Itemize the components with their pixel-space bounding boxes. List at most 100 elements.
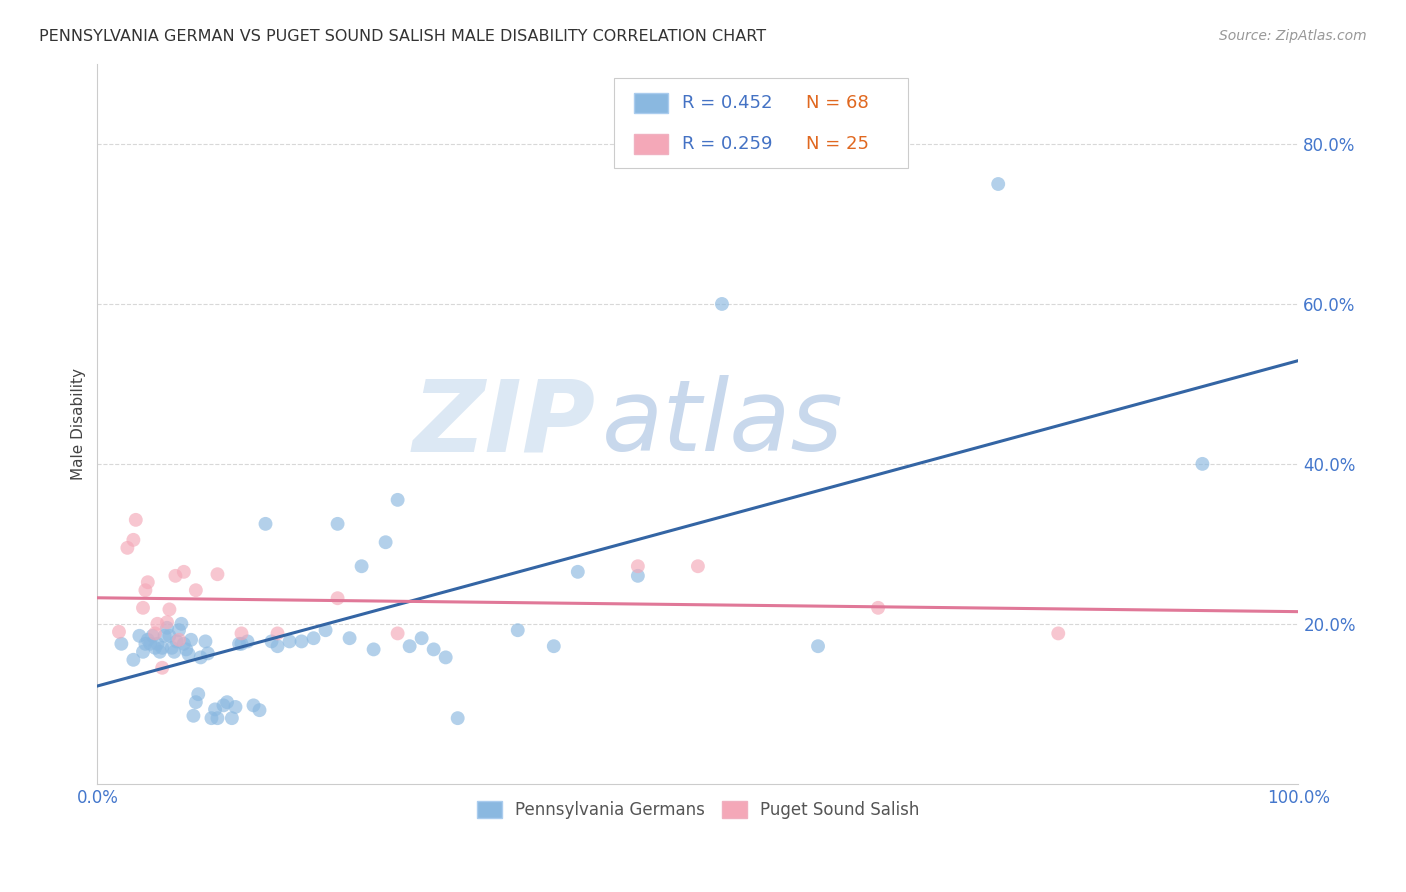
Point (143, 640, 166, 655)
Point (1191, 457, 1213, 471)
Point (174, 642, 197, 657)
Point (134, 637, 156, 651)
Point (157, 602, 180, 616)
Point (627, 569, 650, 583)
Point (315, 624, 337, 638)
Point (149, 645, 172, 659)
Point (167, 624, 190, 638)
Point (543, 639, 565, 653)
Point (143, 626, 166, 640)
Point (254, 516, 277, 531)
Point (868, 600, 890, 615)
Text: atlas: atlas (602, 376, 844, 473)
Point (363, 642, 385, 657)
Point (150, 661, 173, 675)
Point (807, 639, 830, 653)
Y-axis label: Male Disability: Male Disability (72, 368, 86, 480)
Point (290, 634, 312, 648)
Point (260, 634, 283, 648)
Text: R = 0.259: R = 0.259 (682, 135, 773, 153)
Point (157, 629, 180, 643)
Point (117, 541, 139, 555)
Point (387, 492, 409, 507)
Point (207, 711, 229, 725)
Point (122, 653, 145, 667)
Point (136, 632, 159, 647)
Bar (634, 93, 668, 112)
Point (339, 631, 361, 645)
Point (350, 559, 373, 574)
Bar (634, 134, 668, 154)
Point (236, 634, 259, 648)
Text: ZIP: ZIP (413, 376, 596, 473)
Point (434, 650, 457, 665)
Point (398, 639, 420, 653)
Point (249, 703, 271, 717)
Point (200, 711, 222, 725)
Point (411, 631, 433, 645)
Point (177, 647, 200, 661)
Point (134, 583, 156, 598)
Point (110, 637, 132, 651)
Point (156, 621, 179, 635)
Point (146, 616, 169, 631)
Point (136, 575, 159, 590)
Point (627, 559, 650, 574)
Point (139, 637, 162, 651)
Point (242, 698, 264, 713)
Point (166, 634, 188, 648)
Point (422, 642, 444, 657)
Point (187, 687, 209, 701)
Point (108, 624, 131, 639)
Point (204, 702, 226, 716)
Point (128, 629, 150, 643)
Point (125, 513, 148, 527)
Point (710, 297, 733, 311)
Point (170, 616, 193, 631)
Point (207, 567, 229, 582)
Point (167, 632, 190, 647)
Point (302, 631, 325, 645)
Point (278, 634, 301, 648)
Point (326, 591, 349, 606)
Point (506, 624, 529, 638)
Point (180, 632, 202, 647)
Point (266, 626, 288, 640)
Point (132, 645, 155, 659)
Point (194, 634, 217, 648)
Point (183, 708, 205, 723)
Point (122, 533, 145, 547)
Text: R = 0.452: R = 0.452 (682, 94, 773, 112)
Point (173, 637, 195, 651)
Point (387, 626, 409, 640)
Point (153, 629, 176, 643)
Point (686, 559, 709, 574)
Point (231, 626, 253, 640)
Point (447, 711, 470, 725)
Point (132, 600, 155, 615)
Point (184, 695, 207, 709)
Point (987, 177, 1010, 191)
Point (146, 637, 169, 651)
Point (217, 695, 239, 709)
Point (228, 637, 250, 651)
Text: N = 68: N = 68 (806, 94, 869, 112)
Text: N = 25: N = 25 (806, 135, 869, 153)
Point (173, 565, 195, 579)
Point (163, 645, 186, 659)
Point (266, 639, 288, 653)
FancyBboxPatch shape (614, 78, 908, 169)
Point (142, 629, 165, 643)
Point (1047, 626, 1070, 640)
Point (160, 640, 183, 655)
Point (197, 647, 219, 661)
Point (165, 569, 187, 583)
Point (150, 640, 173, 655)
Point (567, 565, 589, 579)
Point (221, 711, 243, 725)
Point (224, 700, 246, 714)
Point (190, 650, 212, 665)
Point (231, 637, 253, 651)
Legend: Pennsylvania Germans, Puget Sound Salish: Pennsylvania Germans, Puget Sound Salish (470, 794, 927, 826)
Text: Source: ZipAtlas.com: Source: ZipAtlas.com (1219, 29, 1367, 43)
